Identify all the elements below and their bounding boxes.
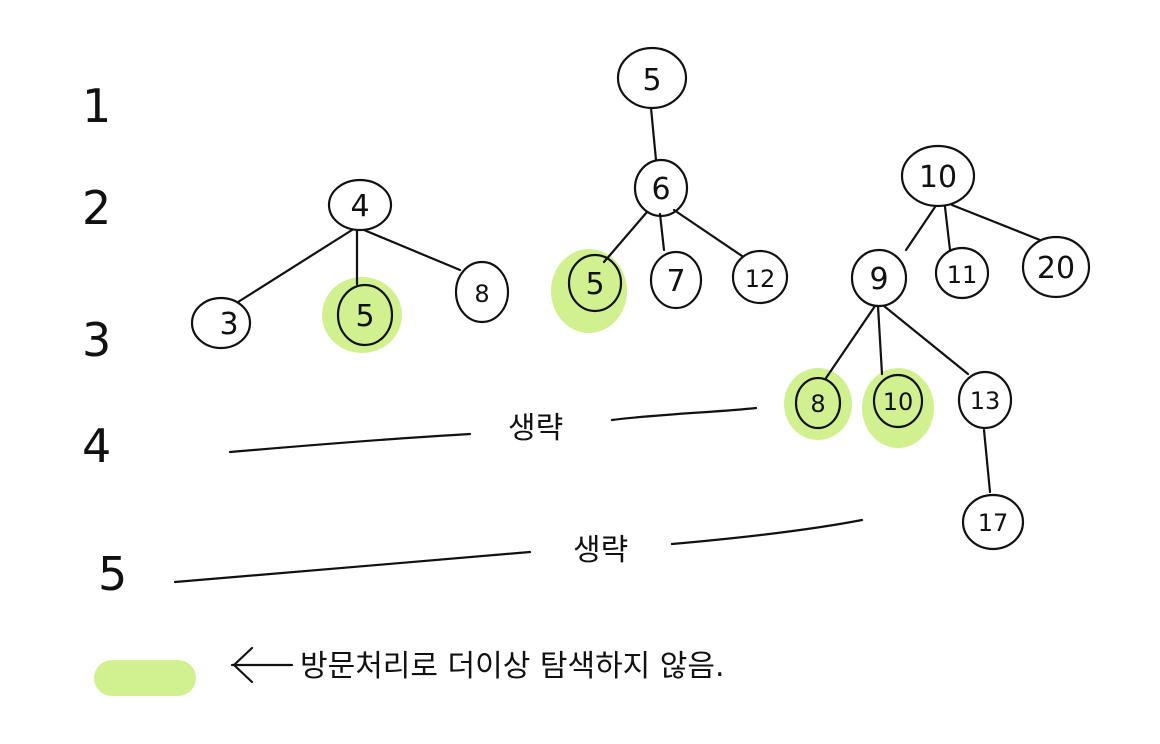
node-10-root-label: 10 <box>919 160 957 195</box>
node-5-visited <box>567 253 623 313</box>
node-9-label: 9 <box>869 262 888 297</box>
node-13-label: 13 <box>970 387 1001 415</box>
node-20-label: 20 <box>1037 251 1075 286</box>
edge-6-5 <box>602 210 649 264</box>
node-6 <box>633 158 689 218</box>
omitted-levels: 생략 생략 <box>173 406 864 584</box>
level-labels: 1 2 3 4 5 <box>82 79 127 601</box>
node-3-label: 3 <box>219 307 238 342</box>
edge-13-17 <box>982 428 992 494</box>
level-label-5: 5 <box>98 547 127 601</box>
highlight-tree-a-node-5 <box>322 277 402 353</box>
node-8-label: 8 <box>810 390 825 418</box>
highlight-tree-c-node-10 <box>862 368 934 448</box>
level-label-4: 4 <box>82 419 111 473</box>
node-4-label: 4 <box>350 189 369 224</box>
omit-caption-level5: 생략 <box>573 533 628 568</box>
node-7-label: 7 <box>666 264 685 299</box>
omit-caption-level4: 생략 <box>508 411 563 446</box>
tree-a: 4 3 5 8 <box>190 178 510 350</box>
node-11 <box>934 246 990 300</box>
edge-5-6 <box>649 106 658 162</box>
node-17 <box>961 493 1025 551</box>
node-6-label: 6 <box>651 172 670 207</box>
node-5-visited-label: 5 <box>585 267 604 302</box>
level-label-3: 3 <box>82 313 111 367</box>
node-5-root <box>616 46 688 110</box>
level-label-1: 1 <box>82 79 111 133</box>
edge-6-12 <box>672 208 744 258</box>
node-8-label: 8 <box>474 280 489 308</box>
node-10 <box>872 373 924 429</box>
edge-9-13 <box>882 304 970 376</box>
node-5 <box>336 283 394 347</box>
edge-9-10 <box>876 304 884 376</box>
node-9 <box>850 248 908 308</box>
edge-4-8 <box>362 228 462 272</box>
node-5-label: 5 <box>355 299 374 334</box>
node-7 <box>649 250 703 310</box>
legend-arrow-head <box>232 646 254 684</box>
node-3 <box>190 296 252 350</box>
node-5-root-label: 5 <box>642 63 661 98</box>
edge-10-9 <box>904 205 937 252</box>
node-10-label: 10 <box>883 388 914 416</box>
highlight-tree-b-node-5 <box>551 249 627 333</box>
omit-line-level4-right <box>610 406 758 422</box>
node-17-label: 17 <box>978 509 1009 537</box>
level-label-2: 2 <box>82 181 111 235</box>
node-12 <box>731 249 789 305</box>
omit-line-level5-left <box>173 550 532 584</box>
node-20 <box>1021 235 1091 299</box>
edge-10-11 <box>943 205 952 252</box>
edge-6-7 <box>658 212 666 252</box>
node-4 <box>327 178 393 232</box>
node-10-root <box>900 144 976 208</box>
node-12-label: 12 <box>745 265 776 293</box>
tree-c: 10 9 11 20 8 10 13 17 <box>794 144 1091 551</box>
omit-line-level4-left <box>228 432 472 454</box>
edge-10-20 <box>950 203 1042 242</box>
node-11-label: 11 <box>947 261 978 289</box>
node-8 <box>454 260 510 324</box>
legend-highlight-swatch <box>94 660 196 696</box>
legend-text: 방문처리로 더이상 탐색하지 않음. <box>300 649 725 684</box>
legend: 방문처리로 더이상 탐색하지 않음. <box>230 646 725 684</box>
omit-line-level5-right <box>670 518 864 546</box>
node-8 <box>794 376 842 430</box>
node-13 <box>957 370 1013 430</box>
tree-b: 5 6 5 7 12 <box>567 46 789 313</box>
edge-4-3 <box>236 228 354 304</box>
edge-9-8 <box>824 304 877 380</box>
